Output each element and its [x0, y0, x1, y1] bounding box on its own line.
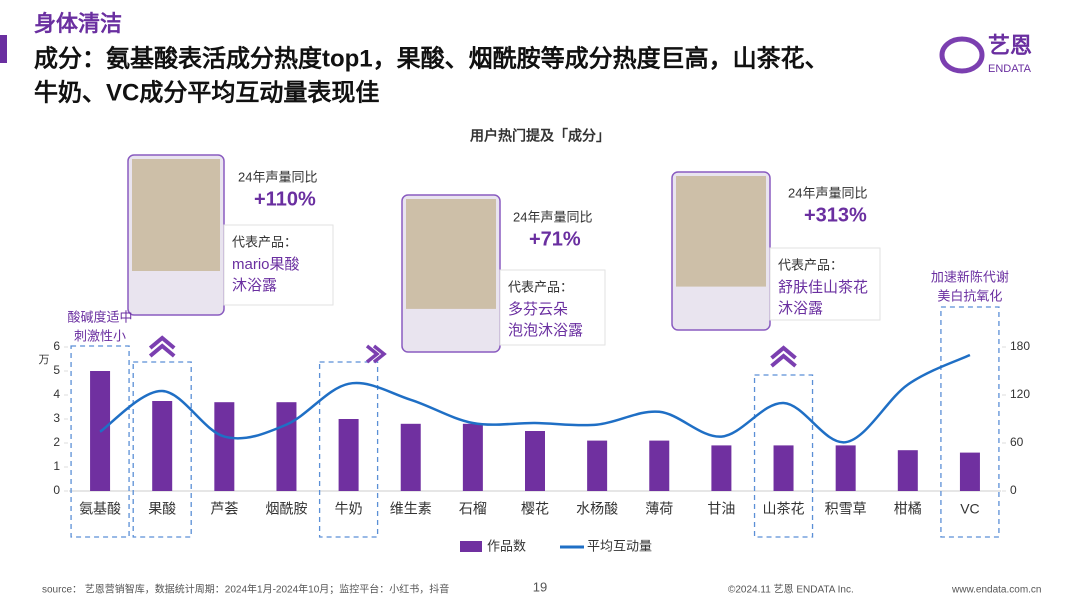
logo-sub: ENDATA	[988, 63, 1032, 75]
accent-bar	[0, 35, 7, 63]
growth-value: +110%	[254, 188, 316, 210]
legend-label: 作品数	[487, 538, 526, 553]
logo-text: 艺恩	[988, 33, 1032, 58]
product-photo	[406, 199, 496, 309]
chevron	[148, 335, 176, 350]
x-tick-label: 柑橘	[894, 501, 922, 517]
y-axis-label: 万	[39, 354, 50, 366]
footer-copyright: ©2024.11 艺恩 ENDATA Inc.	[728, 584, 854, 596]
product-name: 沐浴露	[778, 300, 823, 317]
growth-value: +71%	[529, 228, 581, 250]
bar	[338, 419, 359, 491]
x-tick-label: 维生素	[390, 501, 432, 517]
product-photo	[132, 159, 220, 271]
growth-label: 24年声量同比	[513, 209, 592, 224]
y-tick-label: 4	[53, 387, 60, 401]
y-tick-label: 6	[53, 339, 60, 353]
bar	[152, 401, 173, 491]
bar	[587, 440, 608, 491]
highlight-box	[940, 306, 1000, 538]
callout-box	[499, 269, 606, 346]
chevron	[770, 345, 797, 360]
product-label: 代表产品：	[778, 257, 843, 272]
bar	[649, 440, 670, 491]
x-tick-label: VC	[960, 501, 979, 517]
x-tick-label: 甘油	[707, 501, 735, 517]
highlight-box	[70, 345, 130, 538]
y2-tick-label: 120	[1010, 387, 1030, 401]
product-photo	[676, 176, 766, 287]
annotation: 美白抗氧化	[937, 288, 1002, 303]
footer-source: source： 艺恩营销智库，数据统计周期：2024年1月-2024年10月；监…	[42, 583, 449, 596]
bar	[400, 423, 421, 491]
callouts: 24年声量同比+110%代表产品：mario果酸沐浴露24年声量同比+71%代表…	[127, 154, 881, 353]
growth-label: 24年声量同比	[788, 185, 867, 200]
x-tick-label: 石榴	[459, 501, 487, 517]
bar	[835, 445, 856, 491]
logo-mark	[939, 36, 985, 74]
y2-tick-label: 180	[1010, 339, 1030, 353]
line	[99, 353, 971, 444]
y-tick-label: 0	[53, 483, 60, 497]
callout-box	[223, 224, 334, 306]
growth-value: +313%	[804, 204, 867, 226]
product-name: 多芬云朵	[508, 301, 568, 318]
slide-title: 牛奶、VC成分平均互动量表现佳	[34, 78, 379, 106]
chevron	[148, 343, 176, 358]
bar	[214, 402, 235, 491]
growth-label: 24年声量同比	[238, 169, 317, 184]
x-tick-label: 樱花	[521, 501, 549, 517]
x-tick-label: 芦荟	[210, 501, 238, 517]
bar	[959, 452, 980, 491]
product-label: 代表产品：	[232, 234, 297, 249]
x-tick-label: 烟酰胺	[265, 501, 307, 517]
highlight-box	[132, 361, 192, 538]
y-tick-label: 5	[53, 363, 60, 377]
product-name: 舒肤佳山茶花	[778, 279, 868, 296]
slide-title: 成分：氨基酸表活成分热度top1，果酸、烟酰胺等成分热度巨高，山茶花、	[34, 44, 829, 72]
page-number: 19	[533, 579, 547, 594]
x-tick-label: 山茶花	[763, 501, 805, 517]
footer-url: www.endata.com.cn	[951, 585, 1042, 596]
y-tick-label: 3	[53, 411, 60, 425]
chart-title: 用户热门提及「成分」	[470, 128, 610, 144]
product-name: mario果酸	[232, 256, 300, 273]
x-tick-label: 牛奶	[335, 501, 363, 517]
bar	[711, 445, 732, 491]
y-tick-label: 1	[53, 459, 60, 473]
chevron	[770, 353, 797, 368]
y2-tick-label: 0	[1010, 483, 1017, 497]
legend-label: 平均互动量	[587, 538, 652, 553]
x-tick-label: 水杨酸	[576, 501, 618, 517]
legend-swatch	[460, 541, 482, 552]
chevron	[365, 344, 387, 364]
bar	[276, 402, 297, 491]
x-tick-label: 薄荷	[645, 501, 673, 517]
highlight-box	[318, 361, 379, 538]
x-tick-label: 积雪草	[825, 501, 867, 517]
annotation: 酸碱度适中	[68, 309, 133, 324]
bar	[897, 450, 918, 491]
product-name: 泡泡沐浴露	[508, 322, 583, 339]
product-name: 沐浴露	[232, 277, 277, 294]
highlight-box	[753, 374, 814, 538]
bar	[462, 423, 483, 491]
y2-tick-label: 60	[1010, 435, 1024, 449]
section-title: 身体清洁	[34, 11, 122, 36]
product-label: 代表产品：	[508, 279, 573, 294]
bar	[773, 445, 794, 491]
x-tick-label: 氨基酸	[79, 501, 121, 517]
annotation: 刺激性小	[74, 328, 126, 343]
y-tick-label: 2	[53, 435, 60, 449]
callout-box	[769, 247, 881, 321]
annotation: 加速新陈代谢	[931, 269, 1009, 284]
x-tick-label: 果酸	[148, 501, 176, 517]
bar	[525, 431, 545, 491]
